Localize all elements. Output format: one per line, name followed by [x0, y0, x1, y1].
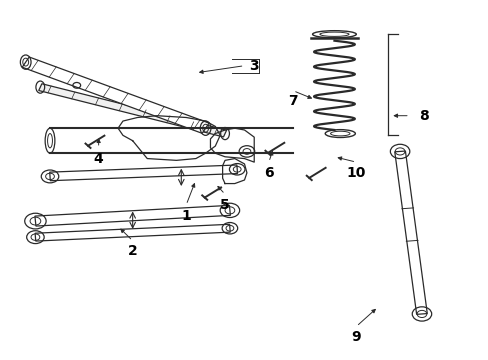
Text: 10: 10	[346, 166, 366, 180]
Text: 7: 7	[288, 94, 297, 108]
Text: 5: 5	[220, 198, 229, 212]
Polygon shape	[50, 165, 237, 181]
Text: 8: 8	[419, 109, 428, 123]
Polygon shape	[35, 224, 230, 241]
Text: 9: 9	[351, 330, 361, 344]
Polygon shape	[394, 151, 427, 314]
Text: 6: 6	[264, 166, 273, 180]
Polygon shape	[39, 84, 226, 137]
Text: 1: 1	[181, 209, 191, 223]
Polygon shape	[35, 205, 230, 226]
Polygon shape	[22, 57, 209, 133]
Text: 2: 2	[127, 244, 137, 258]
Text: 4: 4	[94, 152, 103, 166]
Text: 3: 3	[249, 59, 259, 73]
